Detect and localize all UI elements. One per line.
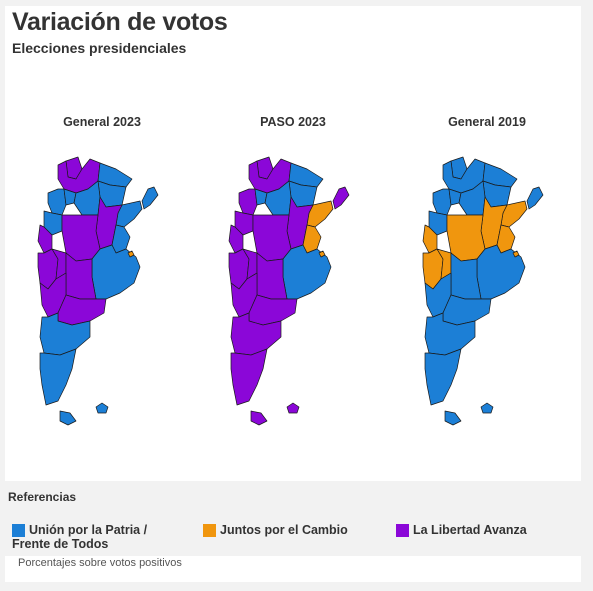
province-caba[interactable] (512, 250, 520, 258)
legend-label-union: Unión por la Patria / Frente de Todos (12, 523, 148, 551)
map-general-2023[interactable] (30, 145, 160, 435)
province-caba[interactable] (127, 250, 135, 258)
map-label-general-2023: General 2023 (63, 115, 141, 129)
legend-panel: Referencias Unión por la Patria / Frente… (0, 481, 593, 591)
note-text: Porcentajes sobre votos positivos (18, 557, 182, 569)
province-catamarca[interactable] (47, 188, 67, 216)
legend-label-libertad: La Libertad Avanza (413, 523, 527, 537)
map-label-paso-2023: PASO 2023 (260, 115, 326, 129)
legend-label-juntos: Juntos por el Cambio (220, 523, 348, 537)
province-chubut[interactable] (39, 312, 91, 356)
page-title: Variación de votos (12, 8, 228, 36)
province-misiones[interactable] (526, 186, 544, 210)
province-rionegro[interactable] (57, 294, 107, 326)
province-santacruz[interactable] (39, 348, 77, 406)
map-paso-2023[interactable] (221, 145, 351, 435)
province-rionegro[interactable] (442, 294, 492, 326)
note-box: Porcentajes sobre votos positivos (5, 556, 581, 582)
legend-swatch-union (12, 524, 25, 537)
legend-swatch-juntos (203, 524, 216, 537)
province-tierradelfuego[interactable] (444, 410, 462, 426)
page-subtitle: Elecciones presidenciales (12, 40, 187, 56)
province-malvinas[interactable] (286, 402, 300, 414)
province-misiones[interactable] (332, 186, 350, 210)
province-catamarca[interactable] (432, 188, 452, 216)
province-rionegro[interactable] (248, 294, 298, 326)
province-santacruz[interactable] (230, 348, 268, 406)
province-malvinas[interactable] (480, 402, 494, 414)
province-chubut[interactable] (424, 312, 476, 356)
province-misiones[interactable] (141, 186, 159, 210)
map-label-general-2019: General 2019 (448, 115, 526, 129)
province-malvinas[interactable] (95, 402, 109, 414)
legend-title: Referencias (8, 490, 77, 504)
province-chubut[interactable] (230, 312, 282, 356)
province-tierradelfuego[interactable] (250, 410, 268, 426)
province-tierradelfuego[interactable] (59, 410, 77, 426)
map-general-2019[interactable] (415, 145, 545, 435)
province-santacruz[interactable] (424, 348, 462, 406)
province-catamarca[interactable] (238, 188, 258, 216)
province-caba[interactable] (318, 250, 326, 258)
legend-swatch-libertad (396, 524, 409, 537)
